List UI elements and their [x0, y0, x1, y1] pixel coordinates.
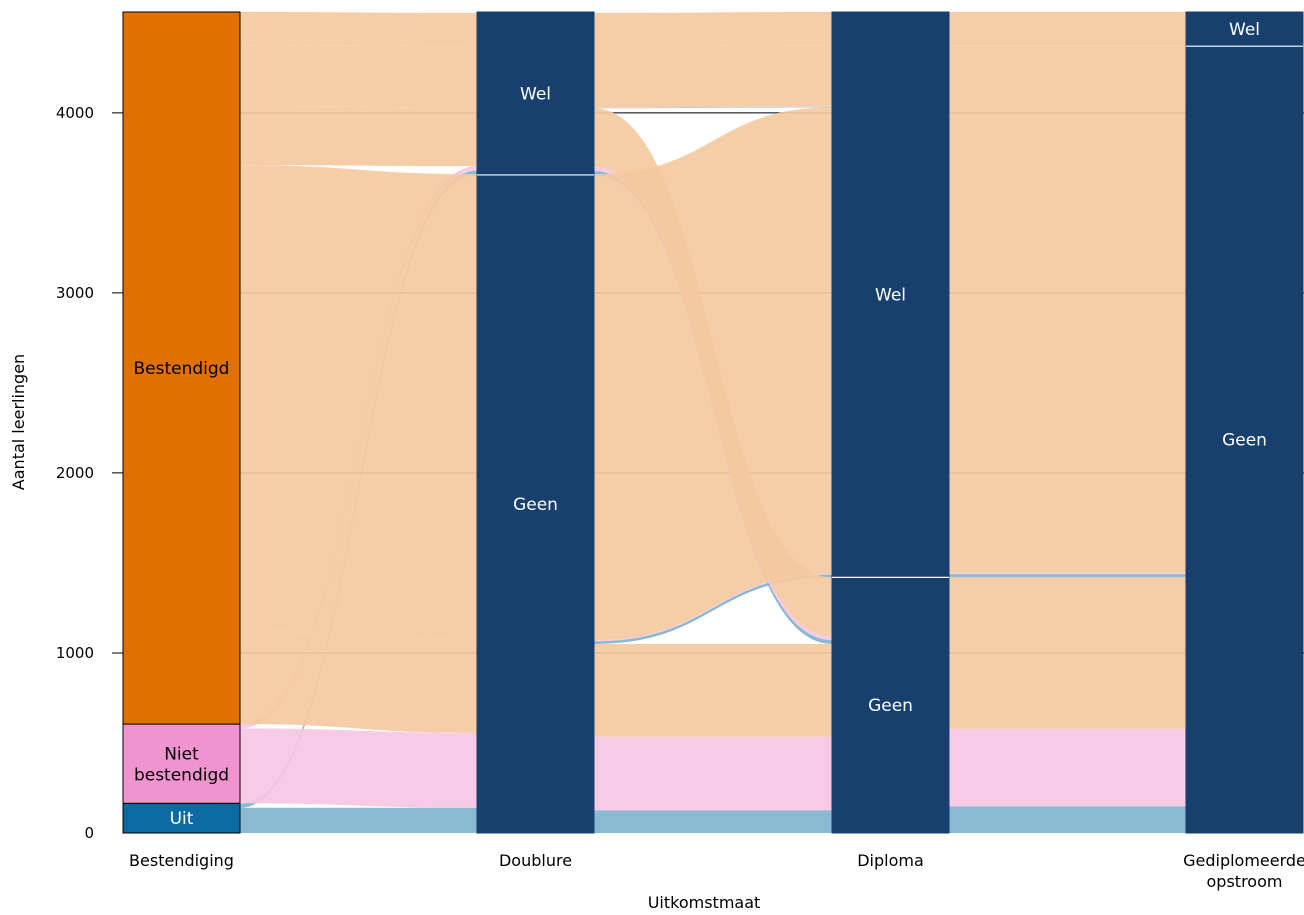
x-tick-label: Doublure: [499, 851, 572, 870]
flow-bestendigd-3: [949, 45, 1186, 47]
stratum-label: Wel: [1229, 20, 1260, 40]
y-tick-label: 4000: [56, 104, 94, 122]
flow-niet-bestendigd-3: [949, 732, 1186, 807]
stratum-label: Geen: [513, 495, 558, 515]
flow-niet-bestendigd-1: [240, 729, 477, 808]
flow-niet-bestendigd-2: [594, 106, 832, 108]
flow-niet-bestendigd-2: [594, 736, 832, 811]
stratum-diploma-wel: [831, 11, 950, 578]
x-axis: Bestendiging Doublure Diploma Gediplomeerde…: [129, 851, 1304, 891]
flow-bestendigd-1: [240, 631, 477, 733]
flow-niet-bestendigd-3: [949, 572, 1186, 574]
flow-bestendigd-1: [240, 166, 477, 641]
flows: [240, 12, 1186, 833]
stratum-gediplomeerde-opstroom-geen: [1185, 45, 1304, 834]
stratum-label: Wel: [520, 84, 551, 104]
stratum-label: Niet bestendigd: [134, 745, 229, 786]
flow-uit-3: [949, 810, 1186, 833]
flow-uit-3: [949, 806, 1186, 811]
x-axis-title: Uitkomstmaat: [648, 893, 761, 912]
stratum-label: Geen: [868, 696, 913, 716]
flow-bestendigd-1: [240, 12, 477, 47]
y-tick-label: 3000: [56, 284, 94, 302]
flow-niet-bestendigd-2: [594, 573, 832, 642]
flow-uit-2: [594, 574, 832, 644]
stratum-label: Uit: [170, 809, 194, 829]
y-tick-label: 1000: [56, 644, 94, 662]
flow-bestendigd-3: [949, 636, 1186, 729]
strata: Uit Niet bestendigd Bestendigd Geen Wel Geen We…: [122, 11, 1304, 834]
flow-uit-2: [594, 810, 832, 833]
y-tick-label: 2000: [56, 464, 94, 482]
flow-niet-bestendigd-1: [240, 728, 477, 734]
stratum-label: Bestendigd: [134, 359, 230, 379]
flow-bestendigd-3: [949, 577, 1186, 637]
flow-bestendigd-2: [594, 643, 832, 737]
stratum-bestendiging-uit: [122, 802, 241, 834]
stratum-doublure-wel: [476, 11, 595, 176]
flow-uit-1: [240, 807, 477, 811]
flow-niet-bestendigd-3: [949, 728, 1186, 733]
stratum-doublure-geen: [476, 174, 595, 834]
flow-bestendigd-1: [240, 106, 477, 167]
flow-bestendigd-1: [240, 165, 477, 175]
flow-uit-3: [949, 574, 1186, 577]
stratum-bestendiging-niet-bestendigd: [122, 723, 241, 804]
stratum-diploma-geen: [831, 576, 950, 834]
y-tick-label: 0: [84, 824, 94, 842]
flow-bestendigd-2: [594, 45, 832, 108]
stratum-label: Geen: [1222, 431, 1267, 451]
flow-uit-1: [240, 810, 477, 833]
stratum-label: Wel: [875, 286, 906, 306]
x-tick-label: Gediplomeerde opstroom: [1183, 851, 1304, 891]
flow-bestendigd-1: [240, 45, 477, 108]
flow-bestendigd-2: [594, 12, 832, 47]
stratum-bestendiging-bestendigd: [122, 11, 241, 725]
flow-bestendigd-3: [949, 107, 1186, 573]
x-tick-label: Bestendiging: [129, 851, 234, 870]
flow-bestendigd-2: [594, 108, 832, 637]
flow-bestendigd-3: [949, 12, 1186, 46]
flow-uit-2: [594, 106, 832, 109]
flow-uit-3: [949, 576, 1186, 578]
y-axis-title: Aantal leerlingen: [9, 354, 28, 490]
flow-bestendigd-3: [949, 46, 1186, 108]
flow-bestendigd-2: [594, 107, 832, 175]
x-tick-label: Diploma: [857, 851, 924, 870]
y-axis: 0 1000 2000 3000 4000: [56, 104, 94, 842]
